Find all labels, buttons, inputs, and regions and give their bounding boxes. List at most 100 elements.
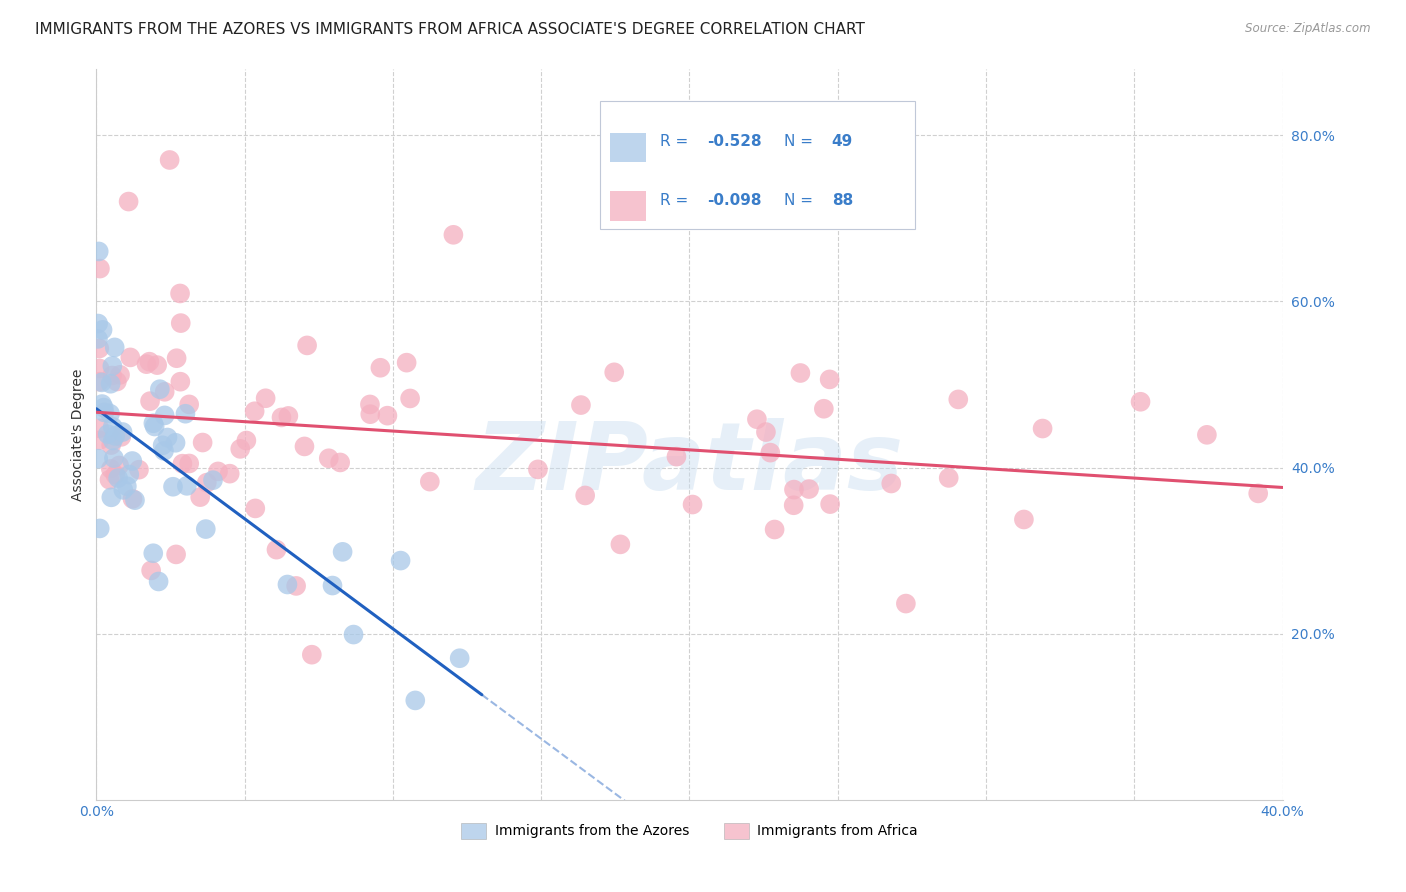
Point bbox=[91, 397, 114, 411]
Point bbox=[389, 553, 412, 567]
Point bbox=[100, 462, 122, 476]
Point bbox=[87, 244, 110, 259]
Point bbox=[90, 376, 112, 390]
Point bbox=[294, 439, 316, 453]
Point bbox=[172, 457, 194, 471]
Point bbox=[166, 351, 188, 366]
Point bbox=[527, 462, 550, 476]
Point bbox=[139, 394, 162, 409]
Point bbox=[146, 358, 169, 372]
FancyBboxPatch shape bbox=[610, 133, 645, 162]
Point bbox=[285, 579, 308, 593]
Point bbox=[194, 522, 217, 536]
Point bbox=[89, 261, 111, 276]
Point bbox=[97, 427, 120, 442]
Point bbox=[111, 425, 134, 439]
Point bbox=[103, 451, 125, 466]
Point bbox=[170, 316, 193, 330]
Text: 88: 88 bbox=[832, 193, 853, 208]
Point bbox=[115, 479, 138, 493]
Point bbox=[665, 450, 688, 464]
Point bbox=[218, 467, 240, 481]
Point bbox=[569, 398, 592, 412]
Point bbox=[404, 693, 426, 707]
Point bbox=[142, 546, 165, 560]
Point bbox=[135, 357, 157, 371]
Text: IMMIGRANTS FROM THE AZORES VS IMMIGRANTS FROM AFRICA ASSOCIATE'S DEGREE CORRELAT: IMMIGRANTS FROM THE AZORES VS IMMIGRANTS… bbox=[35, 22, 865, 37]
Point bbox=[169, 286, 191, 301]
Point bbox=[142, 417, 165, 431]
FancyBboxPatch shape bbox=[610, 192, 645, 220]
Point bbox=[100, 376, 122, 391]
Point bbox=[128, 463, 150, 477]
Point bbox=[100, 438, 122, 452]
Point bbox=[101, 420, 124, 434]
Point bbox=[156, 430, 179, 444]
Text: ZIPatlas: ZIPatlas bbox=[475, 417, 904, 509]
Point bbox=[277, 409, 299, 423]
Point bbox=[295, 338, 318, 352]
Point bbox=[89, 375, 111, 389]
Point bbox=[782, 498, 804, 512]
Point bbox=[112, 483, 135, 497]
Point bbox=[124, 493, 146, 508]
Point bbox=[254, 391, 277, 405]
Point bbox=[395, 356, 418, 370]
Point bbox=[318, 451, 340, 466]
Point bbox=[104, 467, 127, 482]
Text: -0.098: -0.098 bbox=[707, 193, 762, 208]
Point bbox=[89, 361, 111, 376]
Point bbox=[759, 445, 782, 459]
Point bbox=[149, 382, 172, 396]
Point bbox=[818, 372, 841, 386]
Point bbox=[105, 375, 128, 389]
Point bbox=[207, 464, 229, 478]
Point bbox=[574, 488, 596, 502]
Point bbox=[87, 451, 110, 466]
Point bbox=[301, 648, 323, 662]
Point bbox=[152, 438, 174, 452]
Text: N =: N = bbox=[785, 193, 818, 208]
Point bbox=[276, 577, 298, 591]
Point bbox=[101, 368, 124, 383]
Point bbox=[174, 407, 197, 421]
Point bbox=[118, 467, 141, 482]
Point bbox=[148, 574, 170, 589]
Point bbox=[110, 430, 132, 444]
Point bbox=[1247, 486, 1270, 500]
Point bbox=[98, 473, 121, 487]
Point bbox=[143, 419, 166, 434]
Point bbox=[87, 332, 110, 346]
Point bbox=[104, 340, 127, 354]
Point bbox=[370, 360, 392, 375]
Point bbox=[89, 421, 111, 435]
Point bbox=[169, 375, 191, 389]
Point bbox=[153, 384, 176, 399]
Point bbox=[948, 392, 970, 407]
Point bbox=[321, 578, 343, 592]
Point bbox=[179, 397, 201, 411]
Point bbox=[104, 429, 127, 443]
Point bbox=[1012, 512, 1035, 526]
Point bbox=[89, 521, 111, 535]
Point bbox=[359, 407, 381, 421]
Text: R =: R = bbox=[659, 134, 693, 149]
Point bbox=[266, 542, 288, 557]
Point bbox=[763, 523, 786, 537]
FancyBboxPatch shape bbox=[600, 102, 915, 229]
Point bbox=[188, 490, 211, 504]
Point bbox=[108, 458, 131, 473]
Point bbox=[162, 480, 184, 494]
Point bbox=[195, 475, 218, 490]
Legend: Immigrants from the Azores, Immigrants from Africa: Immigrants from the Azores, Immigrants f… bbox=[456, 817, 924, 845]
Point bbox=[89, 342, 111, 356]
Point bbox=[755, 425, 778, 439]
Point bbox=[93, 401, 115, 415]
Point bbox=[270, 410, 292, 425]
Point bbox=[745, 412, 768, 426]
Text: Source: ZipAtlas.com: Source: ZipAtlas.com bbox=[1246, 22, 1371, 36]
Point bbox=[682, 498, 704, 512]
Point bbox=[783, 483, 806, 497]
Text: N =: N = bbox=[785, 134, 818, 149]
Point bbox=[101, 434, 124, 448]
